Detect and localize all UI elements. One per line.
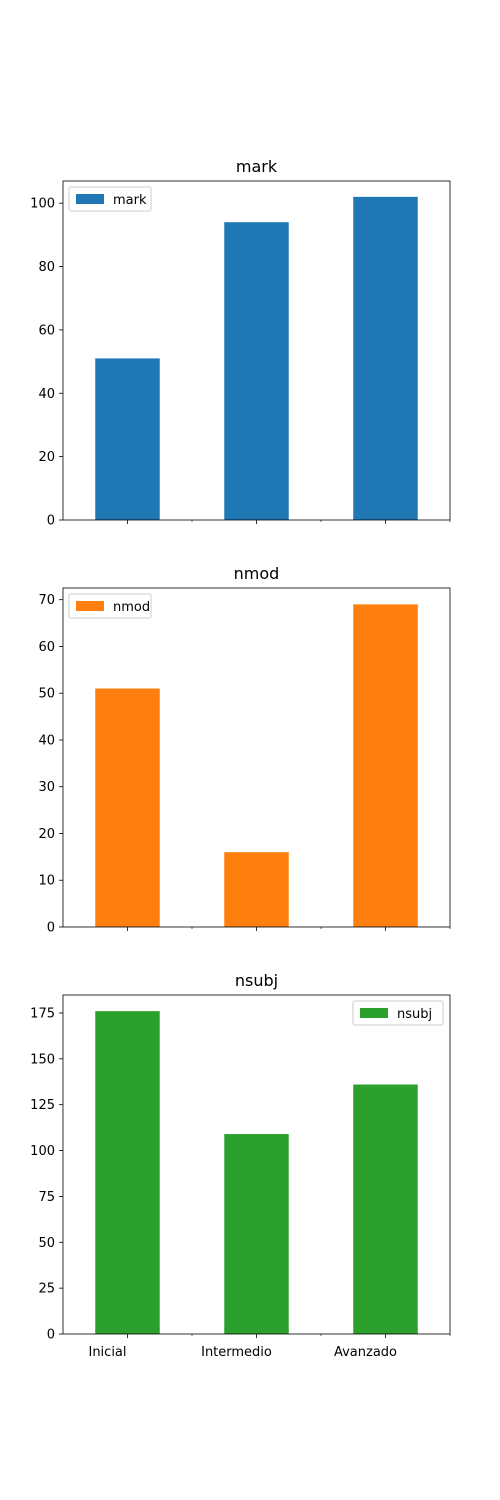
x-tick-label: Avanzado — [334, 1345, 397, 1360]
legend: nsubj — [352, 1000, 444, 1026]
bar-intermedio — [224, 852, 289, 927]
y-tick-label: 40 — [38, 387, 55, 402]
y-tick-label: 10 — [38, 874, 55, 889]
y-tick-label: 20 — [38, 827, 55, 842]
y-tick-label: 50 — [38, 1236, 55, 1251]
legend-box — [68, 593, 152, 619]
y-tick-label: 60 — [38, 640, 55, 655]
y-tick-label: 30 — [38, 780, 55, 795]
y-tick-label: 25 — [38, 1282, 55, 1297]
bar-inicial — [95, 688, 160, 927]
y-tick-label: 80 — [38, 260, 55, 275]
y-tick-label: 40 — [38, 733, 55, 748]
y-tick-label: 20 — [38, 450, 55, 465]
y-tick-label: 125 — [30, 1098, 55, 1113]
bar-inicial — [95, 358, 160, 520]
legend-box — [68, 186, 152, 212]
bar-avanzado — [353, 196, 418, 520]
legend-label: nsubj — [397, 1007, 432, 1022]
y-tick-label: 100 — [30, 1144, 55, 1159]
y-tick-label: 70 — [38, 593, 55, 608]
bar-intermedio — [224, 222, 289, 520]
legend-label: mark — [113, 193, 147, 208]
chart-panel-nmod: nmod 0 10 20 30 40 50 60 70 nmod — [38, 564, 451, 936]
y-tick-label: 0 — [47, 514, 55, 529]
legend-swatch — [360, 1008, 388, 1018]
y-tick-label: 150 — [30, 1052, 55, 1067]
y-tick-label: 75 — [38, 1190, 55, 1205]
legend: nmod — [68, 593, 152, 619]
bar-inicial — [95, 1011, 160, 1334]
chart-panel-nsubj: nsubj 0 25 50 75 100 125 150 175 Inicial Intermedi… — [30, 971, 451, 1360]
bar-avanzado — [353, 1084, 418, 1334]
y-tick-label: 50 — [38, 687, 55, 702]
y-tick-label: 0 — [47, 1328, 55, 1343]
chart-title: nmod — [234, 564, 280, 583]
legend-swatch — [76, 601, 104, 611]
chart-panel-mark: mark 0 20 40 60 80 100 mark — [30, 157, 451, 529]
y-tick-label: 175 — [30, 1006, 55, 1021]
y-tick-label: 0 — [47, 921, 55, 936]
x-tick-label: Inicial — [88, 1345, 126, 1360]
y-tick-label: 60 — [38, 323, 55, 338]
x-tick-label: Intermedio — [201, 1345, 272, 1360]
legend: mark — [68, 186, 152, 212]
chart-title: nsubj — [235, 971, 278, 990]
bar-avanzado — [353, 604, 418, 927]
legend-label: nmod — [113, 600, 150, 615]
legend-box — [352, 1000, 444, 1026]
chart-title: mark — [236, 157, 278, 176]
legend-swatch — [76, 194, 104, 204]
bar-intermedio — [224, 1134, 289, 1334]
y-tick-label: 100 — [30, 197, 55, 212]
